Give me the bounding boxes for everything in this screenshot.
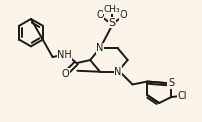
Text: O: O (61, 69, 69, 79)
Text: N: N (96, 43, 103, 53)
Text: S: S (167, 78, 173, 88)
Text: NH: NH (57, 50, 72, 60)
Text: S: S (108, 18, 115, 28)
Text: O: O (119, 10, 127, 20)
Text: CH₃: CH₃ (103, 5, 120, 14)
Text: Cl: Cl (176, 91, 186, 101)
Text: O: O (96, 10, 103, 20)
Text: N: N (114, 67, 121, 77)
